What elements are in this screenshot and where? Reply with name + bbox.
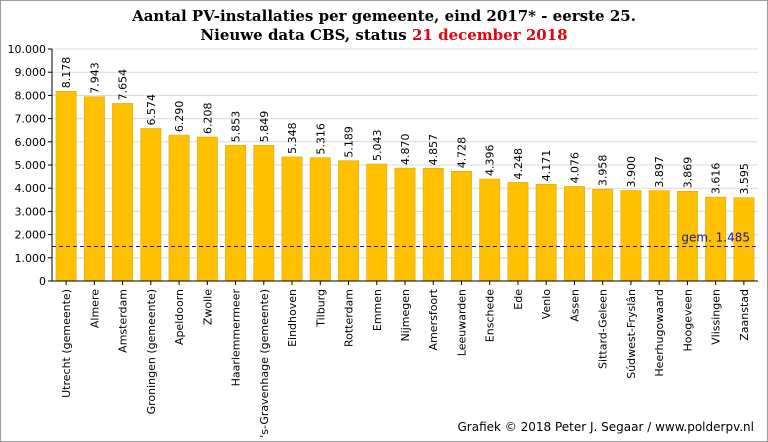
y-tick-label: 4.000: [15, 182, 47, 195]
x-axis-category-labels: Utrecht (gemeente) Almere Amsterdam Groning…: [60, 281, 751, 438]
category-label: Leeuwarden: [455, 289, 468, 356]
chart-title: Aantal PV-installaties per gemeente, ein…: [0, 7, 768, 45]
y-tick-label: 2.000: [15, 229, 47, 242]
bar: [196, 136, 218, 282]
bar: [535, 183, 557, 282]
bar: [564, 186, 585, 282]
bar: [648, 190, 670, 282]
y-tick-label: 10.000: [8, 43, 47, 56]
y-tick-label: 8.000: [15, 89, 47, 102]
bar: [225, 144, 246, 282]
category-label: Groningen (gemeente): [145, 289, 158, 414]
bar: [55, 91, 77, 282]
bar: [592, 188, 614, 282]
data-label: 3.616: [710, 163, 723, 195]
bar: [479, 178, 501, 282]
category-label: Eindhoven: [286, 289, 299, 347]
data-label: 3.869: [681, 157, 694, 189]
category-label: Vlissingen: [710, 289, 723, 345]
category-label: Tilburg: [314, 289, 327, 328]
data-label: 5.348: [286, 122, 299, 154]
bar: [83, 96, 105, 282]
data-label: 4.857: [427, 134, 440, 166]
category-label: Haarlemmermeer: [230, 289, 243, 387]
y-tick-label: 0: [39, 275, 46, 288]
category-label: Emmen: [371, 289, 384, 331]
category-label: Zaanstad: [738, 289, 751, 341]
data-label: 4.248: [512, 148, 525, 180]
category-label: Sittard-Geleen: [597, 289, 610, 369]
data-label: 5.316: [314, 123, 327, 155]
bar: [394, 167, 416, 282]
data-label: 8.178: [60, 57, 73, 89]
chart-credit: Grafiek © 2018 Peter J. Segaar / www.pol…: [457, 420, 754, 434]
data-label: 3.595: [738, 163, 751, 195]
y-tick-label: 1.000: [15, 252, 47, 265]
data-label: 4.076: [568, 152, 581, 184]
data-label: 6.574: [145, 94, 158, 126]
category-label: 's-Gravenhage (gemeente): [258, 289, 271, 438]
data-label: 6.290: [173, 101, 186, 133]
bar: [253, 145, 275, 282]
category-label: Almere: [88, 289, 101, 328]
bar: [140, 128, 162, 282]
bar: [338, 160, 359, 282]
data-label: 5.849: [258, 111, 271, 143]
category-label: Apeldoorn: [173, 289, 186, 345]
bar: [168, 134, 190, 282]
y-tick-label: 6.000: [15, 136, 47, 149]
bar: [507, 182, 529, 282]
data-label: 7.654: [117, 69, 130, 101]
category-label: Amsterdam: [117, 289, 130, 353]
data-label: 4.171: [540, 150, 553, 182]
average-layer: gem. 1.485: [52, 231, 758, 248]
category-label: Enschede: [484, 289, 497, 342]
category-label: Zwolle: [201, 289, 214, 325]
data-label: 4.396: [484, 145, 497, 177]
y-tick-label: 3.000: [15, 205, 47, 218]
category-label: Nijmegen: [399, 289, 412, 342]
data-labels: 8.178 7.943 7.654 6.574 6.290 6.208 5.853 5.849…: [60, 57, 751, 195]
data-label: 3.958: [597, 155, 610, 187]
category-label: Amersfoort: [427, 288, 440, 350]
data-label: 4.870: [399, 134, 412, 166]
category-label: Hoogeveen: [681, 289, 694, 352]
title-line-1: Aantal PV-installaties per gemeente, ein…: [132, 7, 636, 25]
data-label: 7.943: [88, 62, 101, 94]
data-label: 6.208: [201, 102, 214, 134]
category-label: Heerhugowaard: [653, 289, 666, 377]
category-label: Ede: [512, 289, 525, 310]
bar: [112, 103, 134, 282]
category-label: Assen: [568, 289, 581, 322]
y-tick-label: 7.000: [15, 113, 47, 126]
category-label: Utrecht (gemeente): [60, 289, 73, 398]
title-line-2-prefix: Nieuwe data CBS, status: [200, 26, 412, 44]
bar: [620, 190, 642, 282]
category-label: Venlo: [540, 289, 553, 319]
data-label: 3.900: [625, 156, 638, 188]
bar: [422, 168, 444, 282]
y-axis-ticks: 0 1.000 2.000 3.000 4.000 5.000 6.000 7.000 8.00…: [8, 43, 52, 288]
bar: [451, 171, 472, 282]
category-label: Rotterdam: [343, 289, 356, 347]
data-label: 5.853: [230, 111, 243, 143]
bar: [366, 163, 388, 282]
y-tick-label: 9.000: [15, 66, 47, 79]
category-label: Súdwest-Fryslân: [625, 289, 638, 379]
data-label: 3.897: [653, 156, 666, 188]
bars: [55, 91, 755, 282]
bar: [309, 157, 331, 282]
title-line-2: Nieuwe data CBS, status 21 december 2018: [0, 26, 768, 45]
bar: [281, 156, 303, 282]
title-date: 21 december 2018: [411, 26, 568, 44]
data-label: 4.728: [455, 137, 468, 169]
average-label: gem. 1.485: [681, 231, 750, 245]
data-label: 5.189: [343, 126, 356, 158]
data-label: 5.043: [371, 130, 384, 162]
y-tick-label: 5.000: [15, 159, 47, 172]
